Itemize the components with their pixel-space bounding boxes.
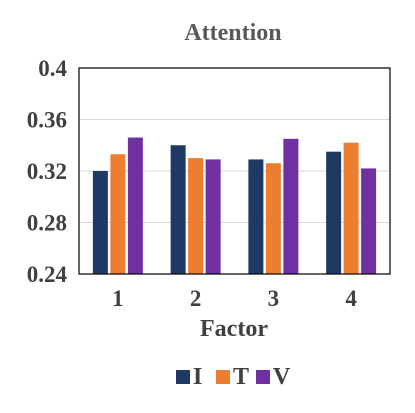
- y-tick-label: 0.32: [27, 159, 67, 184]
- legend-label-I: I: [193, 364, 202, 390]
- x-tick-label: 1: [112, 286, 124, 311]
- y-tick-label: 0.24: [27, 262, 68, 287]
- y-tick-label: 0.28: [27, 211, 67, 236]
- y-tick-label: 0.4: [38, 56, 67, 81]
- y-tick-label: 0.36: [27, 108, 67, 133]
- legend-swatch-T: [216, 370, 230, 384]
- bar-I-1: [92, 171, 108, 274]
- legend-label-V: V: [273, 364, 291, 390]
- bar-T-2: [188, 158, 204, 274]
- bar-V-4: [361, 168, 377, 274]
- bar-V-2: [205, 159, 221, 274]
- x-tick-label: 3: [268, 286, 280, 311]
- bar-T-1: [110, 154, 126, 274]
- legend-swatch-I: [176, 370, 190, 384]
- x-axis-title: Factor: [200, 316, 268, 342]
- plot-frame: [78, 67, 391, 275]
- bar-V-3: [283, 138, 299, 274]
- bar-I-3: [248, 159, 264, 274]
- x-axis-tick-labels: 1 2 3 4: [112, 286, 357, 311]
- bar-V-1: [127, 137, 143, 274]
- bars: [92, 137, 377, 274]
- bar-I-2: [170, 145, 186, 274]
- x-tick-label: 2: [190, 286, 202, 311]
- chart-title: Attention: [184, 20, 281, 46]
- y-axis-tick-labels: 0.4 0.36 0.32 0.28 0.24: [27, 56, 68, 287]
- bar-T-4: [343, 142, 359, 274]
- gridlines: [79, 119, 390, 223]
- legend-label-T: T: [233, 364, 249, 390]
- bar-I-4: [326, 151, 342, 274]
- x-tick-label: 4: [345, 286, 357, 311]
- bar-T-3: [265, 163, 281, 274]
- legend-swatch-V: [256, 370, 270, 384]
